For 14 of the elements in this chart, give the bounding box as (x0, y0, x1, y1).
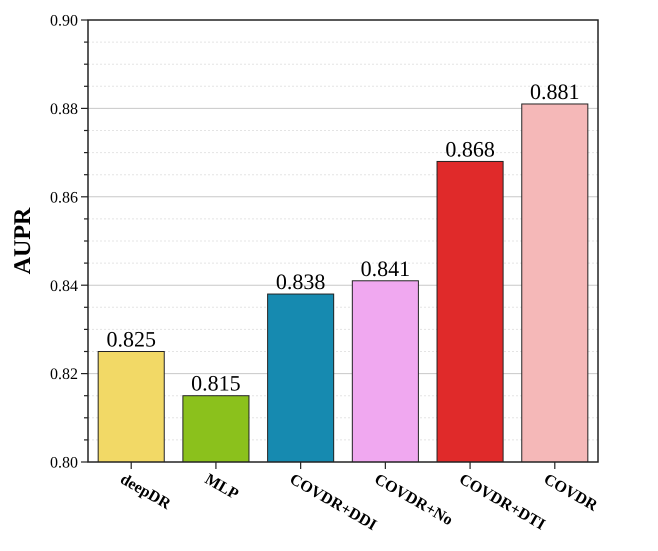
data-label: 0.868 (445, 136, 495, 162)
y-tick-label: 0.90 (50, 12, 78, 30)
y-tick-label: 0.84 (50, 278, 78, 295)
y-tick-label: 0.88 (50, 101, 78, 118)
y-tick-label: 0.82 (50, 366, 78, 384)
data-label: 0.825 (106, 326, 156, 352)
y-tick-label: 0.80 (50, 454, 78, 472)
y-tick-label: 0.86 (50, 189, 78, 206)
data-label: 0.841 (360, 256, 410, 281)
data-label: 0.815 (191, 370, 241, 396)
data-label: 0.881 (530, 78, 580, 104)
y-axis-title: AUPR (10, 207, 36, 274)
x-tick-label: MLP (202, 470, 242, 504)
data-label: 0.838 (276, 269, 326, 294)
